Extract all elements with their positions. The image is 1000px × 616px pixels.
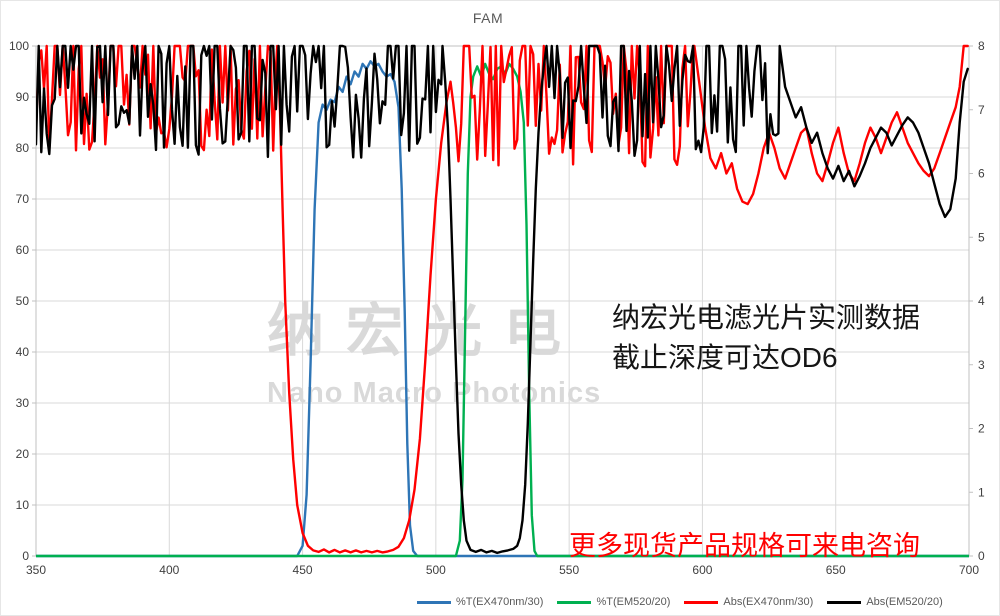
legend-label: Abs(EX470nm/30) <box>723 596 814 608</box>
annotation-line-2: 截止深度可达OD6 <box>612 342 838 373</box>
y-right-tick-label: 3 <box>978 358 985 372</box>
y-left-tick-label: 100 <box>9 39 29 53</box>
x-tick-label: 550 <box>559 563 579 577</box>
legend-label: %T(EM520/20) <box>596 596 671 608</box>
annotation-text: 纳宏光电滤光片实测数据 截止深度可达OD6 <box>612 298 920 378</box>
x-tick-label: 450 <box>293 563 313 577</box>
series--t-ex470nm-30- <box>36 60 969 558</box>
watermark-latin: Nano Macro Photonics <box>267 377 602 409</box>
y-right-tick-label: 0 <box>978 549 985 563</box>
y-left-tick-label: 90 <box>16 90 30 104</box>
y-right-tick-label: 4 <box>978 294 985 308</box>
y-right-tick-label: 8 <box>978 39 985 53</box>
chart-title: FAM <box>472 10 504 26</box>
x-tick-label: 350 <box>26 563 46 577</box>
series-abs-em520-20- <box>36 44 969 555</box>
y-right-tick-label: 7 <box>978 103 985 117</box>
x-tick-label: 400 <box>159 563 179 577</box>
x-tick-label: 600 <box>692 563 712 577</box>
x-tick-label: 500 <box>426 563 446 577</box>
legend-line-swatch <box>417 600 451 604</box>
legend-line-swatch <box>557 600 592 604</box>
legend-line-swatch <box>684 600 719 604</box>
y-left-tick-label: 60 <box>16 243 30 257</box>
legend-line-swatch <box>827 600 862 604</box>
x-tick-label: 650 <box>826 563 846 577</box>
legend: %T(EX470nm/30) %T(EM520/20) Abs(EX470nm/30… <box>417 596 957 608</box>
y-left-tick-label: 40 <box>16 345 30 359</box>
y-left-tick-label: 50 <box>16 294 30 308</box>
legend-item: %T(EX470nm/30) <box>417 596 543 608</box>
footer-note: 更多现货产品规格可来电咨询 <box>569 531 920 561</box>
y-left-tick-label: 30 <box>16 396 30 410</box>
legend-item: %T(EM520/20) <box>557 596 670 608</box>
y-left-tick-label: 0 <box>22 549 29 563</box>
y-left-tick-label: 20 <box>16 447 30 461</box>
y-right-tick-label: 2 <box>978 422 985 436</box>
legend-item: Abs(EM520/20) <box>827 596 943 608</box>
x-tick-label: 700 <box>959 563 979 577</box>
legend-label: Abs(EM520/20) <box>866 596 943 608</box>
y-left-tick-label: 70 <box>16 192 30 206</box>
y-right-tick-label: 1 <box>978 485 985 499</box>
y-left-tick-label: 10 <box>16 498 30 512</box>
annotation-line-1: 纳宏光电滤光片实测数据 <box>612 302 921 333</box>
y-left-tick-label: 80 <box>16 141 30 155</box>
legend-label: %T(EX470nm/30) <box>456 596 544 608</box>
y-right-tick-label: 5 <box>978 230 985 244</box>
y-right-tick-label: 6 <box>978 167 985 181</box>
legend-item: Abs(EX470nm/30) <box>684 596 813 608</box>
